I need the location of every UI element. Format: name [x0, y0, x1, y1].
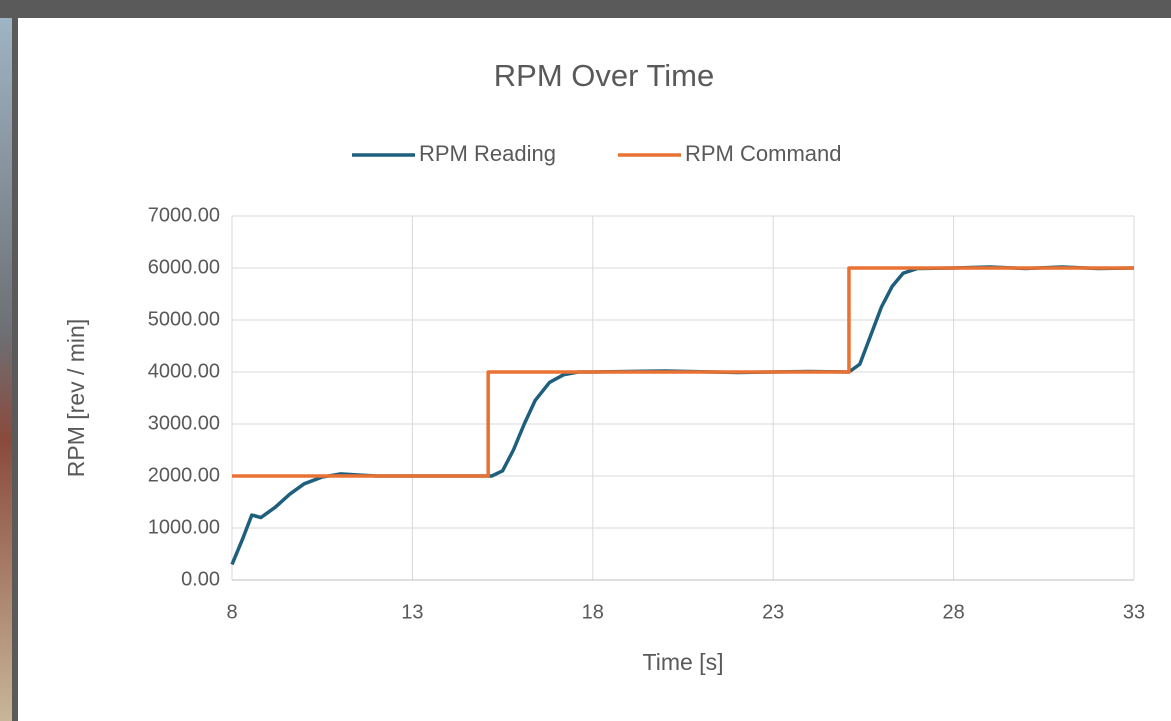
x-tick-label: 8	[226, 601, 237, 623]
chart: RPM Over Time Time [s] RPM [rev / min] 0…	[0, 0, 1171, 721]
y-tick-label: 1000.00	[148, 516, 220, 538]
legend-label: RPM Reading	[419, 141, 556, 166]
x-tick-label: 23	[762, 601, 784, 623]
chart-title: RPM Over Time	[494, 58, 714, 93]
y-tick-label: 7000.00	[148, 204, 220, 226]
x-axis-label: Time [s]	[643, 649, 724, 675]
x-tick-label: 18	[582, 601, 604, 623]
background-strip	[0, 18, 12, 721]
y-tick-label: 3000.00	[148, 412, 220, 434]
x-tick-label: 28	[942, 601, 964, 623]
x-tick-label: 33	[1123, 601, 1145, 623]
legend-label: RPM Command	[685, 141, 841, 166]
y-tick-label: 4000.00	[148, 360, 220, 382]
y-tick-label: 2000.00	[148, 464, 220, 486]
page: {"chart_data": { "type": "line", "title"…	[0, 0, 1171, 721]
y-axis-label: RPM [rev / min]	[63, 319, 89, 477]
y-tick-label: 0.00	[181, 568, 220, 590]
y-tick-label: 6000.00	[148, 256, 220, 278]
x-tick-label: 13	[401, 601, 423, 623]
y-tick-label: 5000.00	[148, 308, 220, 330]
